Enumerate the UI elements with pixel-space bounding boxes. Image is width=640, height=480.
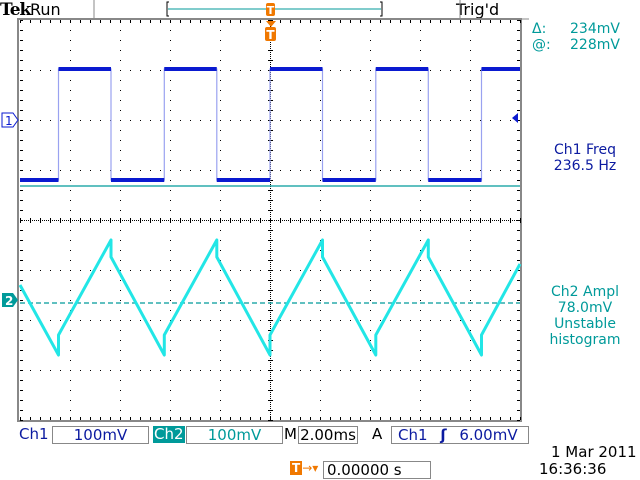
ch2-trace xyxy=(18,238,522,357)
acquisition-state: Run xyxy=(30,0,61,19)
trigger-position-icon: T →▾ xyxy=(290,461,319,475)
trigger-marker xyxy=(265,27,276,41)
trigger-level: 6.00mV xyxy=(459,426,518,444)
trigger-mode: A xyxy=(372,425,383,443)
graticule xyxy=(17,18,522,422)
trigger-settings[interactable]: Ch1 ʃ 6.00mV xyxy=(391,426,529,444)
traces xyxy=(18,67,522,357)
time: 16:36:36 xyxy=(539,460,607,478)
ch1-scale[interactable]: 100mV xyxy=(52,426,149,444)
trigger-marker-label: T xyxy=(267,4,275,17)
ch1-ground-marker xyxy=(1,112,19,128)
timebase-label: M xyxy=(284,425,297,443)
ch1-marker-label: 1 xyxy=(5,114,13,128)
measurement-value: 236.5 Hz xyxy=(553,158,617,174)
ch1-label[interactable]: Ch1 xyxy=(19,425,49,443)
timebase-scale[interactable]: 2.00ms xyxy=(298,426,358,444)
cursors xyxy=(20,185,520,304)
ch1-frequency-measurement: Ch1 Freq 236.5 Hz xyxy=(530,142,640,174)
trigger-source: Ch1 xyxy=(398,426,428,444)
measurement-status-detail: histogram xyxy=(549,332,621,348)
trigger-position-value[interactable]: 0.00000 s xyxy=(323,461,431,479)
record-bracket xyxy=(166,1,383,17)
measurement-title: Ch1 Freq xyxy=(554,142,616,158)
cursor-at-value: 228mV xyxy=(570,37,620,53)
brand-logo: Tek xyxy=(0,0,31,20)
ch2-marker-label: 2 xyxy=(5,294,13,308)
trigger-arrow xyxy=(266,21,276,27)
trigger-level-marker xyxy=(512,113,518,123)
trigger-status: Trig'd xyxy=(456,0,500,19)
cursor-delta-value: 234mV xyxy=(570,21,620,37)
measurement-status: Unstable xyxy=(554,316,616,332)
grid-dots xyxy=(20,20,521,421)
channel-markers: 1 2 T xyxy=(1,21,518,308)
measurement-title: Ch2 Ampl xyxy=(551,284,619,300)
trigger-marker-label: T xyxy=(266,28,275,42)
rising-edge-icon: ʃ xyxy=(440,426,447,444)
measurement-value: 78.0mV xyxy=(557,300,613,316)
cursor-delta-label: Δ: xyxy=(532,21,547,37)
date: 1 Mar 2011 xyxy=(551,443,637,461)
ch2-scale[interactable]: 100mV xyxy=(186,426,283,444)
ch1-trace-edges xyxy=(20,68,520,181)
ch2-ground-marker xyxy=(2,293,18,307)
cursor-at-label: @: xyxy=(532,37,551,53)
ch2-amplitude-measurement: Ch2 Ampl 78.0mV Unstable histogram xyxy=(530,284,640,348)
trigger-position-marker xyxy=(266,3,275,16)
record-view-bar: T xyxy=(93,0,529,20)
ch2-label[interactable]: Ch2 xyxy=(153,425,185,443)
